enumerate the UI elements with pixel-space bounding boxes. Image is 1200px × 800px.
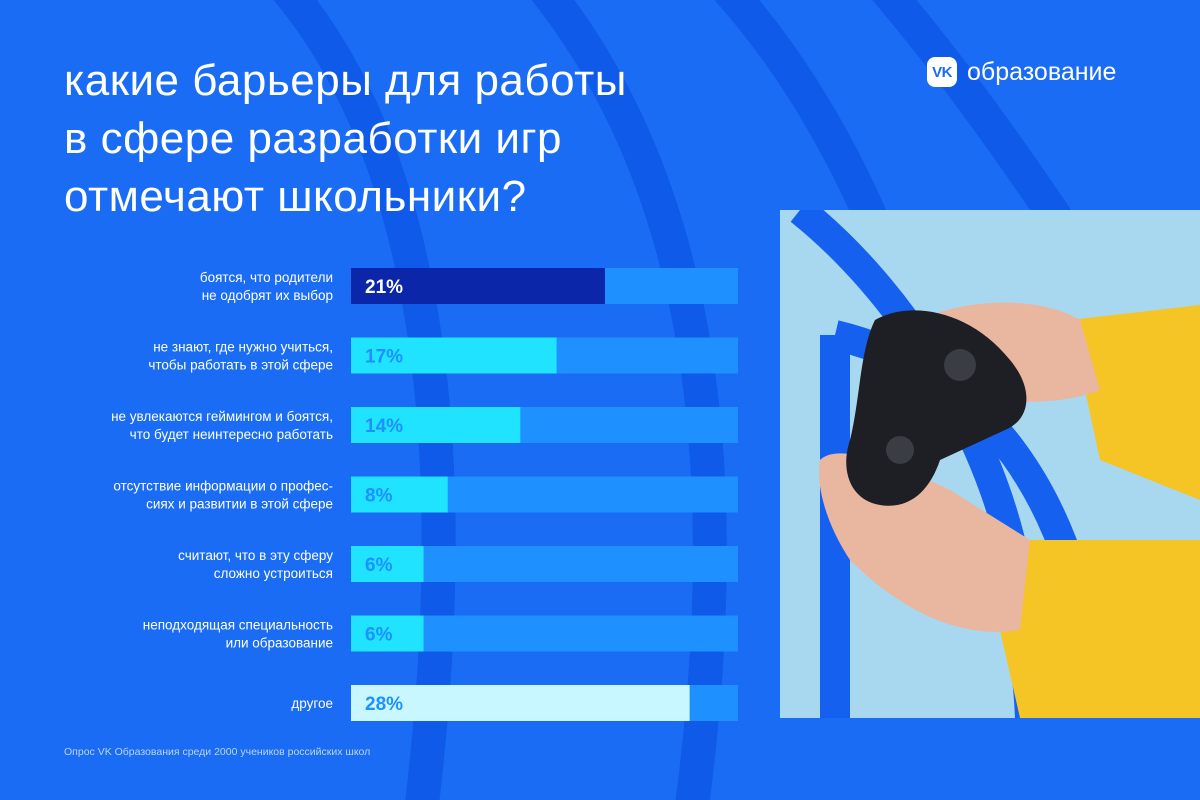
bar [351, 685, 690, 721]
bar-row: 28% другое [291, 685, 738, 721]
brand-name: образование [967, 57, 1117, 86]
title-line: какие барьеры для работы [64, 56, 627, 105]
bar [351, 546, 424, 582]
bar-row: 8% отсутствие информации о профес-сиях и … [113, 476, 738, 513]
bar [351, 268, 605, 304]
category-label: что будет неинтересно работать [130, 427, 333, 442]
bar-value-label: 8% [365, 486, 393, 507]
bar [351, 407, 521, 443]
category-label: не знают, где нужно учиться, [153, 340, 333, 355]
category-label: отсутствие информации о профес- [113, 479, 333, 494]
category-label: сиях и развитии в этой сфере [146, 497, 333, 512]
vk-logo-icon: VK [927, 57, 957, 87]
category-label: сложно устроиться [214, 566, 333, 581]
category-label: чтобы работать в этой сфере [148, 358, 333, 373]
bar-value-label: 21% [365, 277, 403, 298]
title-line: в сфере разработки игр [64, 114, 563, 163]
bar-value-label: 28% [365, 694, 403, 715]
sleeve-bottom [1000, 540, 1200, 718]
title-line: отмечают школьники? [64, 172, 527, 221]
bar [351, 337, 557, 374]
bar-row: 6% неподходящая специальность или образова… [143, 615, 738, 652]
bar-value-label: 14% [365, 416, 403, 437]
footnote: Опрос VK Образования среди 2000 учеников… [64, 746, 371, 758]
category-label: не увлекаются геймингом и боятся, [111, 409, 333, 424]
category-label: другое [291, 696, 333, 711]
bar [351, 476, 448, 513]
gamepad-stick [886, 436, 914, 464]
category-label: неподходящая специальность [143, 618, 333, 633]
page-title: какие барьеры для работы в сфере разрабо… [64, 52, 627, 226]
category-label: боятся, что родители [200, 270, 333, 285]
gamepad-stick [944, 349, 976, 381]
category-label: не одобрят их выбор [202, 288, 333, 303]
sleeve-top [1070, 305, 1200, 500]
category-label: или образование [226, 636, 333, 651]
bar-row: 21% боятся, что родители не одобрят их выб… [200, 268, 738, 304]
bar-value-label: 6% [365, 625, 393, 646]
brand-logo: VK образование [927, 56, 1116, 88]
gamepad-photo [780, 210, 1200, 718]
bar-value-label: 17% [365, 347, 403, 368]
bar-row: 17% не знают, где нужно учиться, чтобы раб… [148, 337, 738, 374]
bar-value-label: 6% [365, 555, 393, 576]
bar-row: 6% считают, что в эту сферу сложно устроит… [178, 546, 738, 582]
bar-row: 14% не увлекаются геймингом и боятся, что … [111, 407, 738, 443]
bar [351, 615, 424, 652]
bg-arc [531, 0, 727, 800]
category-label: считают, что в эту сферу [178, 548, 333, 563]
